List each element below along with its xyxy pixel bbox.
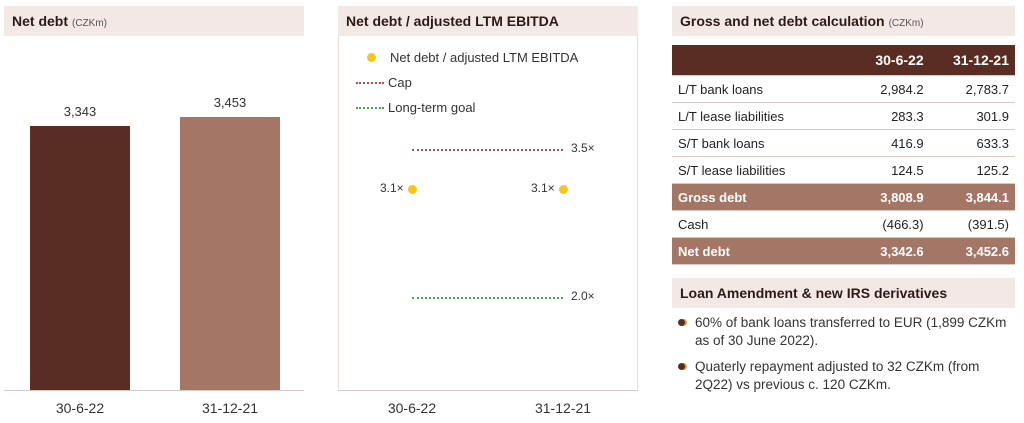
ratio-title-text: Net debt / adjusted LTM EBITDA bbox=[346, 13, 559, 29]
table-unit: (CZKm) bbox=[888, 18, 924, 29]
table-cell-label: S/T bank loans bbox=[672, 129, 854, 157]
table-title: Gross and net debt calculation (CZKm) bbox=[672, 6, 1015, 36]
table-cell-v1: 2,984.2 bbox=[854, 75, 930, 103]
loan-bullets: 60% of bank loans transferred to EUR (1,… bbox=[678, 314, 1018, 402]
bar-data-label: 3,343 bbox=[63, 104, 97, 120]
table-header-col1: 30-6-22 bbox=[854, 45, 930, 76]
legend-cap-label: Cap bbox=[388, 75, 412, 90]
bullet-item: Quaterly repayment adjusted to 32 CZKm (… bbox=[678, 358, 1018, 394]
table-cell-v2: 3,452.6 bbox=[929, 237, 1015, 265]
bullet-text-2: Quaterly repayment adjusted to 32 CZKm (… bbox=[695, 359, 980, 392]
table-cell-label: Cash bbox=[672, 210, 854, 238]
legend-point-marker bbox=[367, 53, 376, 62]
table-cell-label: L/T lease liabilities bbox=[672, 102, 854, 130]
table-cell-label: L/T bank loans bbox=[672, 75, 854, 103]
ratio-point-31-12-21 bbox=[559, 184, 568, 194]
table-cell-v2: 2,783.7 bbox=[929, 75, 1015, 103]
table-body: L/T bank loans 2,984.2 2,783.7 L/T lease li… bbox=[672, 75, 1015, 265]
table-row: Cash (466.3) (391.5) bbox=[672, 210, 1015, 238]
cap-value-label: 3.5× bbox=[571, 141, 595, 156]
ratio-right-border bbox=[637, 36, 638, 390]
bar-x-tick-label: 30-6-22 bbox=[55, 400, 105, 416]
bar-x-tick-label: 31-12-21 bbox=[201, 400, 259, 416]
table-row: S/T lease liabilities 124.5 125.2 bbox=[672, 156, 1015, 184]
ratio-point-30-6-22 bbox=[408, 184, 417, 194]
loan-title: Loan Amendment & new IRS derivatives bbox=[672, 278, 1015, 308]
legend-goal-label: Long-term goal bbox=[388, 100, 476, 115]
table-row: Gross debt 3,808.9 3,844.1 bbox=[672, 183, 1015, 211]
loan-title-text: Loan Amendment & new IRS derivatives bbox=[680, 285, 948, 301]
ratio-x-tick-label: 31-12-21 bbox=[534, 400, 592, 416]
table-cell-v2: 3,844.1 bbox=[929, 183, 1015, 211]
net-debt-title-text: Net debt bbox=[12, 13, 68, 29]
bullet-item: 60% of bank loans transferred to EUR (1,… bbox=[678, 314, 1018, 350]
table-row: Net debt 3,342.6 3,452.6 bbox=[672, 237, 1015, 265]
table-header-col2: 31-12-21 bbox=[929, 45, 1015, 76]
bar-data-label: 3,453 bbox=[213, 95, 247, 111]
legend-series: Net debt / adjusted LTM EBITDA bbox=[364, 50, 578, 65]
ratio-x-tick-label: 30-6-22 bbox=[387, 400, 437, 416]
table-cell-v1: (466.3) bbox=[854, 210, 930, 238]
table-cell-v1: 3,342.6 bbox=[854, 237, 930, 265]
bullet-marker bbox=[678, 363, 685, 370]
table-cell-label: Gross debt bbox=[672, 183, 854, 211]
goal-line bbox=[412, 296, 563, 299]
net-debt-x-axis bbox=[4, 390, 304, 391]
net-debt-unit: (CZKm) bbox=[72, 18, 107, 29]
ratio-left-border bbox=[338, 36, 339, 390]
goal-value-label: 2.0× bbox=[571, 288, 595, 303]
table-cell-v1: 124.5 bbox=[854, 156, 930, 184]
table-header-blank bbox=[672, 45, 854, 76]
table-cell-v2: (391.5) bbox=[929, 210, 1015, 238]
ratio-point-label: 3.1× bbox=[380, 180, 404, 195]
table-cell-v2: 301.9 bbox=[929, 102, 1015, 130]
table-cell-v1: 3,808.9 bbox=[854, 183, 930, 211]
legend-cap-line bbox=[356, 81, 384, 84]
table-cell-v2: 125.2 bbox=[929, 156, 1015, 184]
table-row: L/T bank loans 2,984.2 2,783.7 bbox=[672, 75, 1015, 103]
bullet-text-1: 60% of bank loans transferred to EUR (1,… bbox=[695, 315, 1007, 348]
table-cell-v1: 416.9 bbox=[854, 129, 930, 157]
legend-goal-line bbox=[356, 106, 384, 109]
table-cell-v2: 633.3 bbox=[929, 129, 1015, 157]
table-row: L/T lease liabilities 283.3 301.9 bbox=[672, 102, 1015, 130]
legend-cap: Cap bbox=[356, 75, 412, 90]
debt-table: 30-6-22 31-12-21 L/T bank loans 2,984.2 2,… bbox=[672, 45, 1015, 265]
table-cell-label: S/T lease liabilities bbox=[672, 156, 854, 184]
ratio-title: Net debt / adjusted LTM EBITDA bbox=[338, 6, 638, 36]
table-title-text: Gross and net debt calculation bbox=[680, 13, 885, 29]
table-cell-v1: 283.3 bbox=[854, 102, 930, 130]
net-debt-title: Net debt (CZKm) bbox=[4, 6, 304, 36]
ratio-point-label: 3.1× bbox=[531, 180, 555, 195]
table-row: S/T bank loans 416.9 633.3 bbox=[672, 129, 1015, 157]
legend-goal: Long-term goal bbox=[356, 100, 475, 115]
cap-line bbox=[412, 149, 563, 152]
table-header-row: 30-6-22 31-12-21 bbox=[672, 45, 1015, 76]
table-cell-label: Net debt bbox=[672, 237, 854, 265]
bar-30-6-22 bbox=[30, 126, 130, 390]
bar-31-12-21 bbox=[180, 117, 280, 390]
ratio-x-axis bbox=[338, 390, 638, 391]
bullet-marker bbox=[678, 319, 685, 326]
legend-series-label: Net debt / adjusted LTM EBITDA bbox=[390, 50, 579, 65]
